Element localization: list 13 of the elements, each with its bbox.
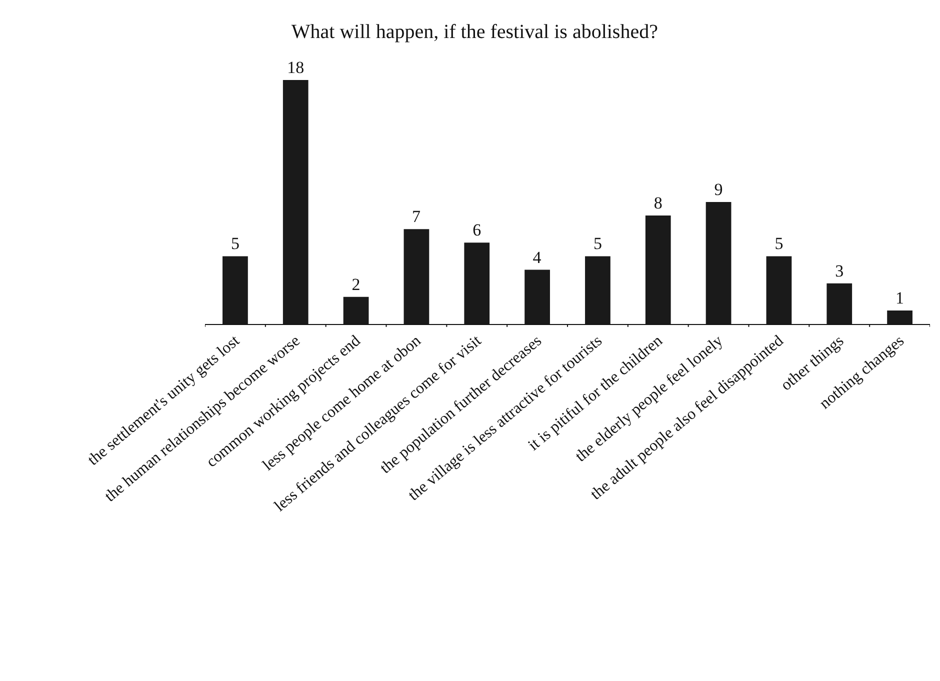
data-label: 8 [654,194,662,213]
data-label: 6 [472,220,482,240]
data-label: 7 [412,207,421,226]
chart-title: What will happen, if the festival is abolished? [291,20,658,43]
data-label: 2 [352,274,360,294]
data-label: 5 [593,234,602,254]
data-label: 9 [714,180,723,199]
data-label: 3 [835,261,844,280]
data-label: 1 [896,288,904,308]
data-label: 18 [287,58,304,77]
data-label: 4 [532,248,542,267]
data-label: 5 [774,234,784,254]
data-label: 5 [230,234,240,254]
